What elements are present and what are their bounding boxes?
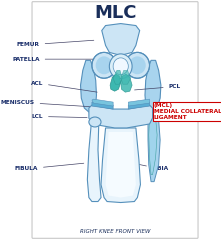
Polygon shape (87, 125, 101, 202)
Text: (MCL)
MEDIAL COLLATERAL
LIGAMENT: (MCL) MEDIAL COLLATERAL LIGAMENT (154, 103, 221, 120)
Ellipse shape (96, 56, 112, 74)
Polygon shape (104, 56, 137, 79)
Polygon shape (110, 74, 121, 91)
Ellipse shape (113, 58, 128, 75)
Ellipse shape (89, 117, 101, 127)
Text: MLC: MLC (94, 4, 137, 22)
Text: TIBIA: TIBIA (135, 163, 169, 171)
Ellipse shape (92, 52, 116, 78)
Polygon shape (102, 24, 140, 55)
Text: RIGHT KNEE FRONT VIEW: RIGHT KNEE FRONT VIEW (80, 229, 151, 234)
Polygon shape (121, 74, 132, 92)
Text: PCL: PCL (135, 84, 181, 90)
Polygon shape (128, 102, 150, 109)
Text: LCL: LCL (32, 114, 87, 119)
Ellipse shape (109, 54, 132, 79)
Polygon shape (101, 128, 140, 203)
Text: MENISCUS: MENISCUS (1, 100, 90, 107)
Text: PATELLA: PATELLA (12, 57, 94, 62)
Polygon shape (89, 105, 152, 128)
Ellipse shape (129, 56, 146, 74)
Text: FEMUR: FEMUR (17, 40, 94, 47)
Polygon shape (92, 102, 113, 109)
FancyBboxPatch shape (32, 2, 198, 238)
Ellipse shape (125, 52, 150, 78)
Polygon shape (106, 132, 136, 198)
Polygon shape (92, 99, 113, 106)
Polygon shape (149, 114, 157, 175)
Polygon shape (145, 60, 161, 112)
Text: FIBULA: FIBULA (15, 163, 84, 171)
Polygon shape (113, 70, 122, 84)
Polygon shape (121, 70, 131, 84)
Polygon shape (148, 110, 160, 182)
Polygon shape (128, 99, 150, 106)
Polygon shape (80, 60, 96, 112)
Text: ACL: ACL (31, 80, 97, 92)
